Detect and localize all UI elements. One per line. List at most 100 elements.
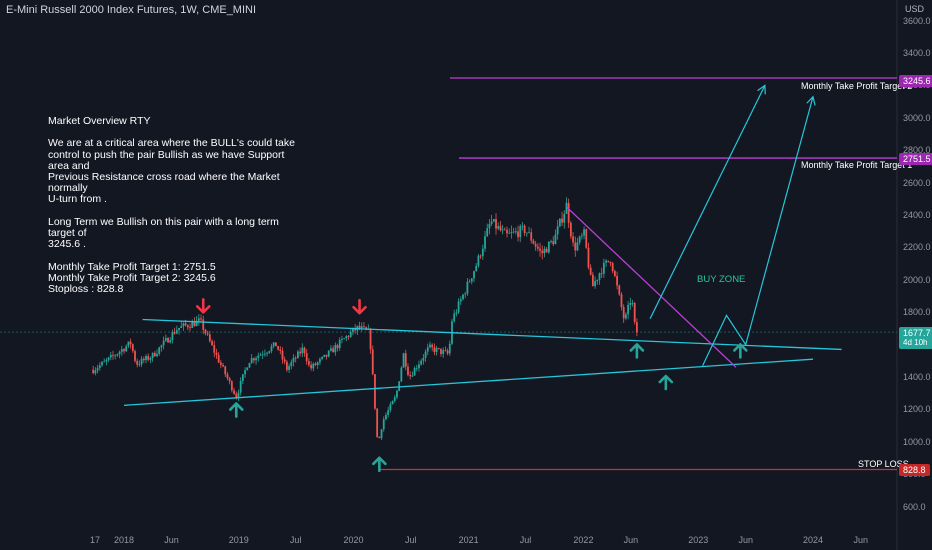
candle-body [156, 353, 158, 357]
candle-body [499, 226, 502, 231]
candle-body [189, 327, 191, 329]
candle-body [596, 279, 599, 282]
candle-body [294, 357, 297, 359]
candle-body [268, 351, 271, 353]
candle-body [534, 243, 537, 247]
projection-path [702, 96, 814, 366]
candle-body [283, 359, 286, 362]
candle-body [574, 242, 577, 251]
candle-body [572, 236, 574, 243]
candle-body [107, 357, 110, 360]
candle-body [233, 390, 235, 394]
candle-body [554, 234, 557, 245]
currency-label: USD [905, 4, 925, 14]
candle-body [497, 226, 500, 229]
candle-body [587, 247, 590, 268]
x-tick-label: 2024 [802, 535, 824, 545]
candle-body [123, 349, 125, 352]
y-tick-label: 2200.0 [903, 242, 931, 253]
candle-body [389, 404, 392, 411]
candle-body [385, 414, 387, 420]
market-overview-text: Market Overview RTY We are at a critical … [48, 115, 308, 295]
candle-body [215, 352, 218, 355]
candle-body [248, 362, 251, 368]
candle-body [363, 326, 365, 328]
candle-body [257, 355, 260, 359]
candle-body [255, 358, 257, 361]
candle-body [204, 329, 207, 334]
candle-body [424, 351, 427, 358]
candle-body [299, 351, 302, 354]
candle-body [169, 340, 172, 343]
candle-body [200, 318, 202, 320]
overview-line: Long Term we Bullish on this pair with a… [48, 215, 279, 239]
candle-body [349, 331, 352, 337]
candle-body [127, 341, 130, 347]
x-tick-label: Jun [738, 535, 753, 545]
candle-body [532, 240, 535, 244]
candle-body [409, 375, 412, 377]
candle-body [580, 235, 583, 237]
candle-body [182, 323, 185, 327]
candle-body [341, 339, 343, 340]
candle-body [219, 362, 222, 365]
y-tick-label: 3400.0 [903, 48, 931, 58]
x-tick-label: 2023 [688, 535, 709, 545]
overview-line: Stoploss : 828.8 [48, 283, 124, 295]
candle-body [259, 354, 262, 356]
candle-body [541, 250, 544, 254]
buy-zone-label: BUY ZONE [697, 274, 746, 285]
overview-line: Monthly Take Profit Target 1: 2751.5 [48, 260, 216, 273]
overview-line: Market Overview RTY [48, 115, 151, 127]
candle-body [523, 225, 526, 234]
candle-body [484, 236, 486, 249]
candle-body [561, 218, 563, 223]
candle-body [109, 354, 112, 358]
trendline-lower [123, 358, 814, 406]
candle-body [510, 232, 513, 233]
candle-body [517, 231, 519, 238]
candle-body [486, 228, 489, 237]
trendline-down [566, 206, 737, 368]
candle-body [470, 278, 473, 282]
candle-body [609, 261, 612, 264]
candle-body [585, 229, 588, 248]
candle-body [171, 332, 174, 341]
candle-body [98, 365, 101, 369]
candle-body [96, 368, 99, 371]
candle-body [167, 338, 169, 343]
candle-body [437, 348, 440, 349]
candle-body [446, 350, 449, 354]
candle-body [440, 348, 442, 354]
candle-body [514, 231, 517, 233]
candle-body [250, 358, 253, 363]
candle-body [105, 359, 108, 362]
candle-body [545, 248, 548, 253]
candle-body [519, 226, 522, 238]
candle-body [479, 255, 482, 257]
candle-body [343, 338, 346, 340]
candle-body [217, 354, 220, 363]
candle-body [407, 366, 409, 376]
candle-body [525, 232, 528, 234]
overview-line: control to push the pair Bullish as we h… [48, 148, 285, 172]
candle-body [420, 360, 423, 365]
candle-body [184, 323, 187, 326]
candle-body [589, 267, 592, 275]
candle-body [374, 374, 376, 409]
candle-body [347, 336, 350, 337]
candle-body [578, 236, 581, 243]
candle-body [495, 219, 497, 229]
candle-body [277, 346, 279, 350]
overview-line: U-turn from . [48, 193, 107, 206]
candle-body [195, 320, 198, 327]
candle-body [175, 330, 178, 334]
candle-body [598, 273, 601, 280]
candle-body [618, 285, 621, 295]
target1-price-tag: 2751.5 [899, 153, 932, 165]
projection-path-2 [649, 85, 766, 319]
x-tick-label: Jun [623, 535, 639, 545]
candle-body [246, 367, 249, 371]
candle-body [116, 354, 119, 356]
